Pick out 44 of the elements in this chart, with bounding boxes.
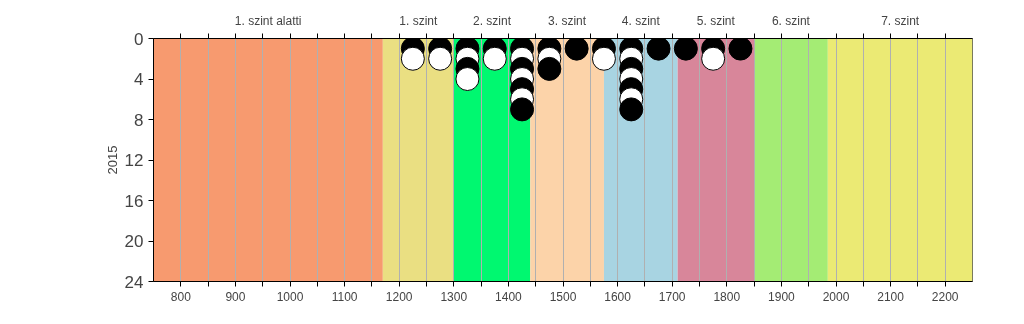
band-label: 4. szint bbox=[621, 13, 661, 28]
point bbox=[564, 38, 589, 61]
y-axis-title: 2015 bbox=[104, 145, 120, 175]
point bbox=[428, 46, 453, 71]
point bbox=[728, 38, 753, 61]
y-tick-label: 20 bbox=[124, 232, 144, 251]
point bbox=[673, 38, 698, 61]
band-label: 1. szint alatti bbox=[234, 13, 302, 28]
point bbox=[510, 97, 535, 122]
y-tick-label: 16 bbox=[124, 191, 144, 211]
x-tick-label: 900 bbox=[225, 289, 246, 304]
x-tick-label: 1200 bbox=[385, 289, 413, 304]
x-tick-label: 800 bbox=[170, 289, 192, 304]
x-tick-label: 1900 bbox=[768, 289, 796, 304]
y-tick-label: 12 bbox=[124, 151, 144, 170]
point bbox=[400, 46, 425, 71]
x-tick-label: 2200 bbox=[931, 289, 959, 304]
x-tick-label: 2100 bbox=[877, 289, 905, 304]
y-tick-label: 4 bbox=[134, 70, 144, 89]
x-tick-label: 1100 bbox=[331, 289, 358, 304]
y-tick-label: 24 bbox=[124, 272, 144, 292]
band-label: 6. szint bbox=[771, 13, 811, 28]
x-tick-label: 1800 bbox=[713, 289, 741, 304]
x-tick-label: 1600 bbox=[604, 289, 632, 304]
x-tick-label: 1400 bbox=[495, 289, 523, 304]
x-tick-label: 1300 bbox=[440, 289, 468, 304]
band-label: 7. szint bbox=[881, 13, 920, 28]
x-tick-label: 1700 bbox=[658, 289, 686, 304]
point bbox=[455, 67, 480, 91]
x-tick-label: 1500 bbox=[549, 289, 577, 304]
point bbox=[646, 38, 671, 61]
band-label: 1. szint bbox=[399, 13, 438, 28]
x-tick-label: 2000 bbox=[822, 289, 850, 304]
band-label: 5. szint bbox=[696, 13, 736, 28]
x-tick-label: 1000 bbox=[276, 289, 304, 304]
point bbox=[619, 97, 644, 122]
band-label: 2. szint bbox=[473, 13, 512, 28]
y-tick-label: 8 bbox=[134, 110, 144, 130]
point bbox=[591, 46, 616, 71]
y-tick-label: 0 bbox=[134, 29, 144, 49]
point bbox=[482, 46, 507, 71]
point bbox=[537, 56, 562, 81]
point bbox=[701, 46, 726, 71]
band-label: 3. szint bbox=[548, 13, 587, 28]
